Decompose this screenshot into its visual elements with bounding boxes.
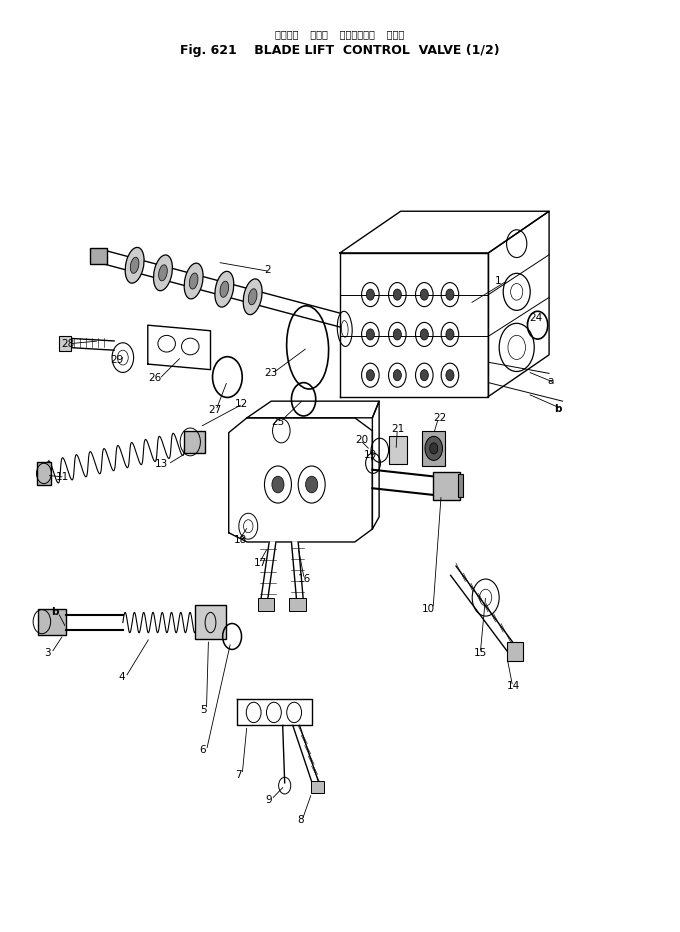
Polygon shape	[260, 542, 276, 603]
Polygon shape	[104, 250, 340, 327]
Text: b: b	[554, 404, 562, 414]
Ellipse shape	[189, 273, 198, 289]
Bar	[507, 642, 524, 661]
Ellipse shape	[131, 257, 139, 273]
Ellipse shape	[220, 281, 228, 297]
Text: 5: 5	[200, 705, 206, 715]
Ellipse shape	[215, 271, 234, 308]
Polygon shape	[373, 401, 379, 529]
Bar	[37, 462, 51, 485]
Ellipse shape	[125, 247, 144, 283]
Text: 12: 12	[235, 399, 248, 409]
Text: 29: 29	[111, 355, 124, 365]
Circle shape	[272, 476, 284, 493]
Text: 11: 11	[55, 473, 69, 482]
Polygon shape	[247, 401, 379, 418]
Bar	[58, 336, 71, 351]
Polygon shape	[340, 212, 549, 253]
Circle shape	[305, 476, 318, 493]
Bar	[458, 474, 464, 498]
Circle shape	[446, 329, 454, 340]
Text: ブレード  リフト  コントロール  バルブ: ブレード リフト コントロール バルブ	[275, 29, 405, 39]
Text: 19: 19	[364, 450, 377, 459]
Text: 25: 25	[271, 417, 284, 427]
Text: 3: 3	[45, 648, 51, 658]
Circle shape	[446, 370, 454, 381]
Polygon shape	[237, 699, 311, 725]
Circle shape	[367, 329, 375, 340]
Ellipse shape	[248, 289, 257, 305]
Text: 22: 22	[433, 413, 446, 423]
Polygon shape	[148, 325, 211, 370]
Text: a: a	[547, 376, 554, 386]
Text: 7: 7	[235, 770, 242, 779]
Circle shape	[393, 289, 401, 300]
Polygon shape	[451, 566, 514, 653]
Bar	[258, 598, 274, 610]
Circle shape	[420, 289, 428, 300]
Text: 21: 21	[391, 424, 405, 434]
Circle shape	[393, 329, 401, 340]
Polygon shape	[340, 253, 488, 396]
Bar	[433, 473, 460, 500]
Text: 4: 4	[119, 672, 125, 682]
Bar	[195, 605, 226, 639]
Bar	[388, 436, 407, 464]
Text: 10: 10	[422, 604, 435, 613]
Circle shape	[430, 443, 438, 454]
Text: 17: 17	[254, 558, 267, 569]
Text: 1: 1	[495, 276, 502, 286]
Ellipse shape	[243, 279, 262, 315]
Ellipse shape	[154, 255, 173, 291]
Text: 23: 23	[265, 368, 277, 378]
Polygon shape	[292, 542, 303, 603]
Text: 6: 6	[200, 746, 206, 756]
Text: 18: 18	[233, 535, 247, 545]
Circle shape	[393, 370, 401, 381]
Ellipse shape	[158, 265, 167, 281]
Bar	[90, 248, 107, 264]
Bar	[311, 781, 324, 793]
Text: 9: 9	[266, 794, 273, 804]
Text: 2: 2	[265, 265, 271, 275]
Circle shape	[420, 370, 428, 381]
Text: 28: 28	[61, 338, 74, 349]
Bar	[422, 431, 445, 466]
Text: 15: 15	[473, 648, 487, 658]
Polygon shape	[488, 212, 549, 396]
Circle shape	[367, 370, 375, 381]
Bar	[290, 598, 305, 610]
Text: 26: 26	[148, 373, 162, 383]
Text: 16: 16	[299, 574, 311, 584]
Circle shape	[425, 436, 443, 460]
Text: Fig. 621    BLADE LIFT  CONTROL  VALVE (1/2): Fig. 621 BLADE LIFT CONTROL VALVE (1/2)	[180, 45, 500, 58]
Circle shape	[420, 329, 428, 340]
Polygon shape	[293, 725, 320, 786]
Text: 14: 14	[507, 681, 520, 692]
Text: 24: 24	[529, 313, 542, 322]
Ellipse shape	[184, 263, 203, 299]
Circle shape	[367, 289, 375, 300]
Bar	[38, 609, 66, 635]
Polygon shape	[228, 418, 373, 542]
Bar	[184, 431, 205, 453]
Text: 27: 27	[208, 405, 221, 416]
Circle shape	[446, 289, 454, 300]
Text: 13: 13	[154, 459, 168, 469]
Text: 8: 8	[297, 815, 303, 825]
Text: b: b	[51, 608, 59, 617]
Text: 20: 20	[355, 435, 368, 445]
